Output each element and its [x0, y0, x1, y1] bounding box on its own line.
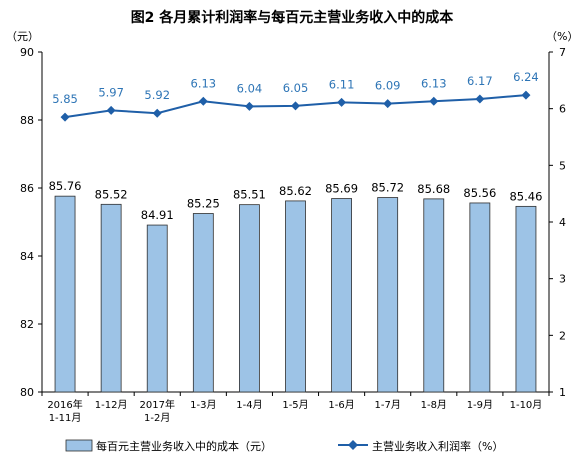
bar-value-label: 85.51 [233, 188, 266, 202]
right-axis-tick-label: 6 [559, 103, 566, 116]
x-axis-tick-label: 1-8月 [421, 399, 447, 411]
x-axis-tick-label: 2017年 [140, 398, 175, 411]
bar-value-label: 85.69 [325, 182, 358, 196]
x-axis-tick-label: 1-9月 [467, 399, 493, 411]
x-axis-tick-label: 1-4月 [236, 399, 262, 411]
line-point [475, 94, 485, 104]
x-axis-tick-label: 1-7月 [375, 399, 401, 411]
legend-line-label: 主营业务收入利润率（%） [372, 439, 503, 453]
line-point [106, 105, 116, 115]
right-axis-tick-label: 1 [559, 386, 566, 399]
line-value-label: 6.05 [283, 81, 309, 95]
bar [146, 224, 168, 393]
chart-legend: 每百元主营业务收入中的成本（元） 主营业务收入利润率（%） [65, 439, 503, 453]
bar [515, 205, 537, 393]
line-value-label: 6.13 [421, 76, 447, 90]
line-point [60, 112, 70, 122]
right-axis-tick-label: 5 [559, 159, 566, 172]
right-axis-tick-label: 3 [559, 273, 566, 286]
bar [285, 200, 306, 393]
right-axis-tick-label: 4 [559, 216, 566, 229]
left-axis-tick-label: 84 [20, 250, 34, 263]
left-axis-tick-label: 86 [20, 182, 34, 195]
line-value-label: 5.97 [98, 85, 124, 99]
x-axis-tick-label: 1-3月 [190, 399, 216, 411]
line-point [152, 108, 162, 118]
line-point [198, 96, 208, 106]
line-value-label: 6.09 [375, 79, 401, 93]
bar [469, 202, 491, 393]
bar-value-label: 85.72 [371, 181, 404, 195]
bar [423, 198, 445, 393]
line-value-label: 6.17 [467, 74, 493, 88]
x-axis-tick-label: 1-12月 [95, 399, 128, 411]
x-axis-tick-label: 1-11月 [49, 412, 82, 424]
bar [100, 203, 122, 393]
line-point [291, 101, 300, 111]
right-axis-unit: （%） [546, 30, 578, 43]
legend-bar-swatch [65, 439, 93, 452]
x-axis-tick-label: 2016年 [47, 398, 82, 411]
bar [331, 198, 352, 393]
bar [54, 195, 76, 393]
x-axis-tick-label: 1-6月 [328, 399, 354, 411]
bar [192, 213, 214, 393]
bar-value-label: 85.52 [95, 187, 128, 201]
chart-title: 图2 各月累计利润率与每百元主营业务收入中的成本 [131, 9, 455, 26]
bar-value-label: 85.62 [279, 184, 312, 198]
left-axis-tick-label: 80 [20, 386, 34, 399]
bar-value-label: 85.25 [187, 197, 220, 211]
left-axis-unit: （元） [6, 30, 39, 43]
line-point [244, 101, 254, 111]
x-axis-tick-label: 1-10月 [510, 399, 543, 411]
line-value-label: 6.11 [329, 77, 355, 91]
right-axis-tick-label: 2 [559, 329, 566, 342]
bar-value-label: 85.76 [49, 179, 82, 193]
line-point [383, 99, 393, 109]
bar-value-label: 85.56 [463, 186, 496, 200]
line-point [337, 97, 347, 107]
legend-line-marker-icon [348, 440, 358, 450]
line-point [521, 90, 531, 100]
legend-bar-label: 每百元主营业务收入中的成本（元） [96, 439, 272, 453]
bar [239, 204, 260, 393]
left-axis-tick-label: 88 [20, 114, 34, 127]
bar-value-label: 85.68 [417, 182, 450, 196]
line-value-label: 6.24 [513, 70, 539, 84]
left-axis-tick-label: 90 [20, 46, 34, 59]
x-axis-tick-label: 1-5月 [282, 399, 308, 411]
line-value-label: 5.92 [144, 88, 170, 102]
bar-value-label: 85.46 [509, 189, 542, 203]
x-axis-tick-label: 1-2月 [144, 412, 170, 424]
line-value-label: 6.04 [237, 81, 263, 95]
left-axis-tick-label: 82 [20, 318, 34, 331]
right-axis-tick-label: 7 [559, 46, 566, 59]
line-value-label: 5.85 [52, 92, 78, 106]
bar [377, 197, 399, 393]
bar-value-label: 84.91 [141, 208, 174, 222]
line-point [429, 96, 439, 106]
line-value-label: 6.13 [191, 76, 217, 90]
